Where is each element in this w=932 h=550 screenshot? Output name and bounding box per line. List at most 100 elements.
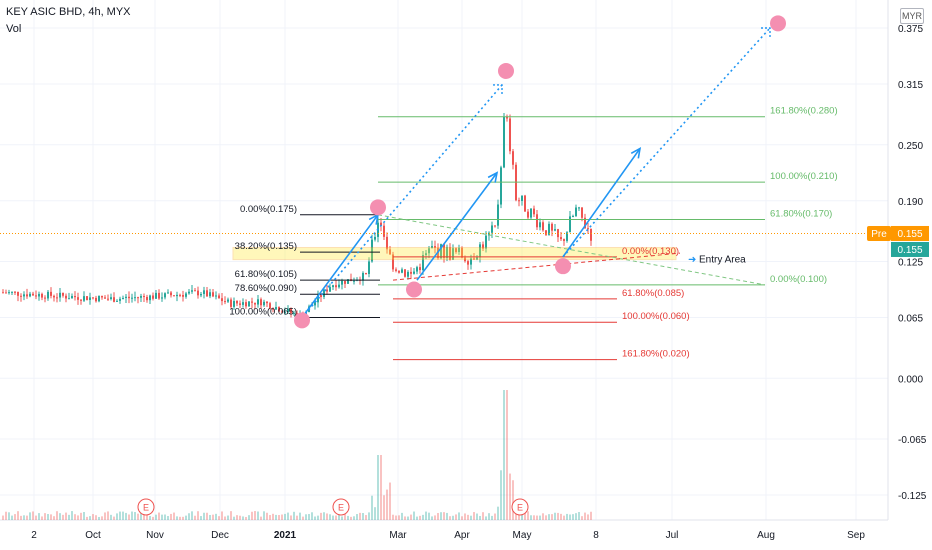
candle-body xyxy=(560,237,562,240)
candle-body xyxy=(407,271,409,277)
arrow-head xyxy=(487,171,499,183)
volume-bar xyxy=(71,511,73,520)
volume-bar xyxy=(200,516,202,520)
candle-body xyxy=(590,228,592,241)
volume-bar xyxy=(257,511,259,520)
earnings-event-icon xyxy=(511,498,529,516)
candle-body xyxy=(563,239,565,241)
pre-market-price: 0.155 xyxy=(897,229,922,240)
volume-bar xyxy=(230,511,232,520)
volume-bar xyxy=(275,514,277,520)
volume-bar xyxy=(386,489,388,520)
candle-body xyxy=(386,236,388,250)
volume-bar xyxy=(518,512,520,520)
candle-body xyxy=(233,300,235,307)
candle-body xyxy=(137,297,139,299)
y-tick-label: 0.250 xyxy=(898,141,923,152)
volume-bar xyxy=(530,515,532,520)
volume-bar xyxy=(98,516,100,520)
candle-body xyxy=(14,291,16,293)
volume-bar xyxy=(152,516,154,520)
volume-bar xyxy=(287,512,289,520)
candle-body xyxy=(518,200,520,202)
volume-bar xyxy=(188,513,190,520)
candle-body xyxy=(260,299,262,306)
candle-body xyxy=(107,298,109,300)
candle-body xyxy=(227,299,229,302)
volume-bar xyxy=(389,482,391,520)
candle-body xyxy=(266,301,268,304)
candle-body xyxy=(380,222,382,226)
candle-body xyxy=(221,298,223,302)
fib-level-label: 100.00%(0.210) xyxy=(770,171,838,182)
volume-bar xyxy=(104,512,106,520)
candle-body xyxy=(482,244,484,249)
candle-body xyxy=(512,151,514,165)
candle-body xyxy=(242,302,244,305)
candle-body xyxy=(53,295,55,298)
volume-bar xyxy=(116,513,118,520)
candle-body xyxy=(485,235,487,249)
volume-bar xyxy=(563,515,565,520)
volume-bar xyxy=(545,515,547,520)
volume-bar xyxy=(32,511,34,520)
candle-body xyxy=(140,296,142,298)
candle-body xyxy=(95,297,97,302)
trend-line-lower xyxy=(392,252,681,281)
candle-body xyxy=(371,239,373,262)
candle-body xyxy=(86,296,88,300)
candle-body xyxy=(428,248,430,254)
fib-level-label: 161.80%(0.280) xyxy=(770,106,838,117)
volume-bar xyxy=(362,513,364,520)
candle-body xyxy=(374,236,376,240)
volume-bar xyxy=(20,515,22,520)
candle-body xyxy=(476,257,478,260)
candle-body xyxy=(425,253,427,255)
volume-bar xyxy=(218,516,220,520)
candle-body xyxy=(170,292,172,296)
candle-body xyxy=(5,292,7,294)
volume-bar xyxy=(293,511,295,520)
y-tick-label: 0.125 xyxy=(898,258,923,269)
candle-body xyxy=(542,222,544,231)
volume-bar xyxy=(359,512,361,520)
candle-body xyxy=(26,294,28,297)
volume-bar xyxy=(155,514,157,520)
currency-button[interactable]: MYR xyxy=(900,8,924,24)
x-tick-label: Oct xyxy=(85,530,101,541)
candle-body xyxy=(353,280,355,282)
volume-bar xyxy=(11,515,13,520)
candle-body xyxy=(281,311,283,313)
candle-body xyxy=(338,284,340,288)
candle-body xyxy=(539,222,541,228)
volume-bar xyxy=(128,514,130,520)
volume-bar xyxy=(143,512,145,520)
candle-body xyxy=(269,303,271,309)
earnings-event-label: E xyxy=(338,503,344,513)
volume-bar xyxy=(251,511,253,520)
candle-body xyxy=(152,295,154,299)
volume-bar xyxy=(248,515,250,520)
candle-body xyxy=(323,289,325,297)
volume-bar xyxy=(86,516,88,520)
volume-bar xyxy=(317,515,319,520)
volume-bar xyxy=(392,514,394,520)
candle-body xyxy=(332,285,334,288)
volume-bar xyxy=(347,515,349,520)
candle-body xyxy=(263,301,265,306)
volume-bar xyxy=(224,516,226,520)
volume-bar xyxy=(434,515,436,520)
volume-bar xyxy=(122,511,124,520)
volume-bar xyxy=(578,512,580,520)
candle-body xyxy=(236,300,238,304)
volume-bar xyxy=(419,515,421,520)
candle-body xyxy=(218,295,220,299)
volume-bar xyxy=(455,514,457,520)
fib-level-label: 0.00%(0.130) xyxy=(622,246,679,257)
volume-bar xyxy=(557,512,559,520)
candle-body xyxy=(167,292,169,294)
candle-body xyxy=(347,279,349,284)
volume-bar xyxy=(374,507,376,520)
candle-body xyxy=(191,290,193,292)
